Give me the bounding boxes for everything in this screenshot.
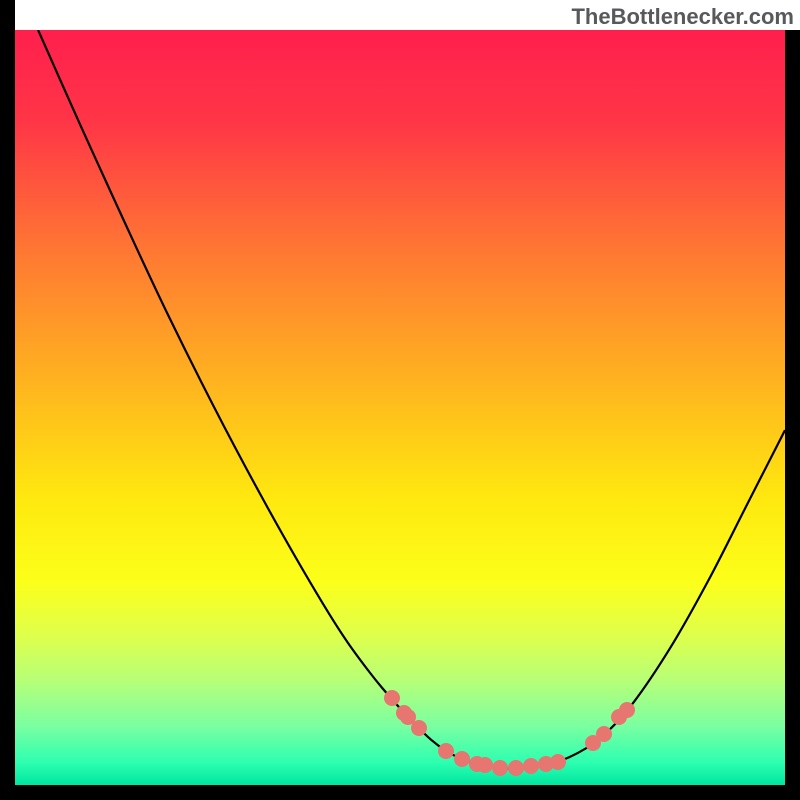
data-marker <box>492 760 508 776</box>
data-marker <box>523 758 539 774</box>
data-marker <box>411 720 427 736</box>
data-marker <box>596 726 612 742</box>
data-marker <box>508 760 524 776</box>
watermark-label: TheBottlenecker.com <box>15 0 800 30</box>
chart-plot-area <box>15 30 785 785</box>
bottleneck-curve-path <box>38 30 785 768</box>
chart-curve-svg <box>15 30 785 785</box>
data-marker <box>384 690 400 706</box>
data-marker <box>438 743 454 759</box>
data-marker <box>619 702 635 718</box>
data-marker <box>550 754 566 770</box>
data-marker <box>454 751 470 767</box>
data-marker <box>477 757 493 773</box>
